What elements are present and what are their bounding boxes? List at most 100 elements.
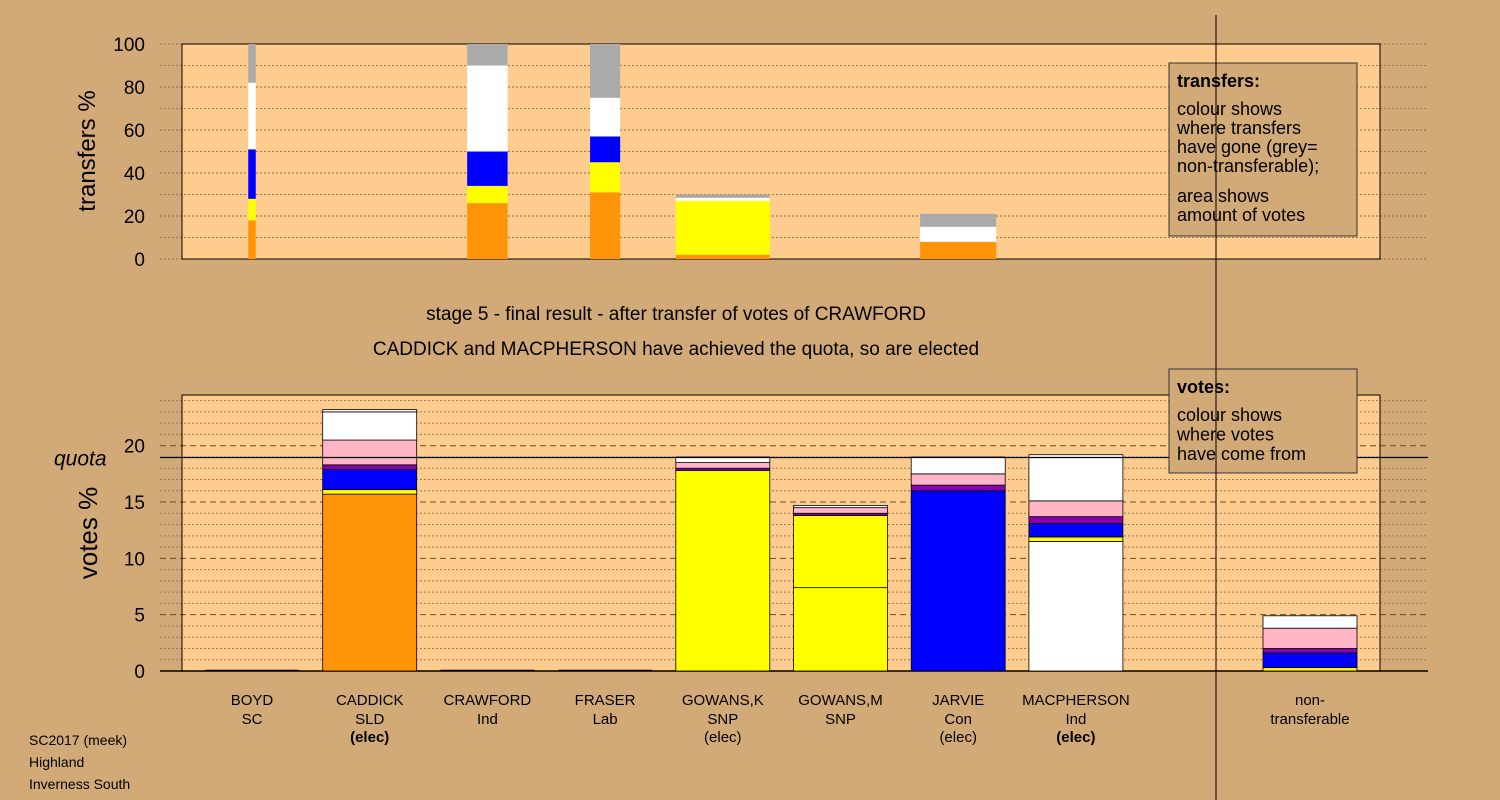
votes-bar-segment-1 [322, 439, 418, 466]
transfer-bar-segment-0 [248, 82, 256, 150]
votes-legend-line: have come from [1177, 444, 1306, 464]
transfers-tick-label: 80 [124, 78, 145, 99]
candidate-party-label: Ind [477, 711, 498, 728]
transfer-bar-segment-4 [920, 213, 997, 227]
candidate-name-label: CADDICK [336, 692, 404, 709]
candidate-name-label: MACPHERSON [1022, 692, 1130, 709]
transfer-bar-segment-1 [467, 185, 508, 204]
quota-label: quota [54, 448, 107, 471]
votes-bar-segment-5 [793, 507, 888, 514]
candidate-name-label: non- [1295, 692, 1325, 709]
candidate-party-label: SLD [355, 711, 384, 728]
footer-line-2: Highland [29, 754, 84, 770]
votes-legend-line: where votes [1176, 425, 1274, 445]
candidate-name-label: GOWANS,M [798, 692, 882, 709]
candidate-party-label: Lab [593, 711, 618, 728]
candidate-party-label: SC [242, 711, 263, 728]
votes-bar-segment-7 [1028, 541, 1124, 672]
stage-title: stage 5 - final result - after transfer … [426, 304, 926, 325]
candidate-name-label: JARVIE [932, 692, 984, 709]
candidate-party-label: Con [944, 711, 972, 728]
transfer-bar-segment-2 [590, 44, 621, 98]
votes-bar-segment-5 [793, 515, 888, 589]
candidate-name-label: FRASER [575, 692, 636, 709]
candidate-name-label: GOWANS,K [682, 692, 764, 709]
elected-note: CADDICK and MACPHERSON have achieved the… [373, 339, 979, 360]
transfers-chart: 0 20 40 60 80 100 transfers % transfers: colour … [74, 35, 1428, 271]
transfer-bar-segment-0 [248, 198, 256, 221]
votes-y-axis-label: votes % [73, 487, 103, 580]
transfers-plot-frame [181, 43, 1381, 260]
transfers-legend-line: amount of votes [1177, 205, 1305, 225]
candidate-party-label: transferable [1270, 711, 1349, 728]
transfers-tick-label: 60 [124, 121, 145, 142]
candidate-name-label: CRAWFORD [444, 692, 532, 709]
transfers-legend-title: transfers: [1177, 71, 1260, 91]
transfers-y-axis-label: transfers % [74, 90, 101, 211]
votes-bar-segment-1 [322, 464, 418, 470]
transfer-bar-segment-2 [590, 192, 621, 259]
transfers-tick-label: 40 [124, 164, 145, 185]
transfer-bar-segment-3 [675, 200, 770, 255]
transfer-bar-segment-1 [467, 203, 508, 259]
candidate-name-label: BOYD [231, 692, 274, 709]
votes-bar-segment-8 [1262, 652, 1358, 669]
transfer-bar-segment-2 [590, 97, 621, 137]
votes-bar-segment-1 [322, 468, 418, 491]
votes-bar-segment-5 [793, 587, 888, 672]
votes-tick-label: 5 [134, 606, 145, 627]
votes-bar-segment-6 [910, 490, 1006, 672]
transfer-bar-segment-1 [467, 44, 508, 66]
votes-bar-segment-6 [910, 456, 1006, 475]
votes-bar-segment-8 [1262, 667, 1358, 672]
votes-tick-label: 10 [124, 549, 145, 570]
transfer-bar-segment-2 [590, 136, 621, 163]
transfer-bar-segment-4 [920, 241, 997, 259]
votes-legend-title: votes: [1177, 377, 1230, 397]
votes-bar-segment-8 [1262, 648, 1358, 654]
transfers-legend-line: non-transferable); [1177, 156, 1319, 176]
votes-bar-segment-7 [1028, 536, 1124, 542]
transfer-bar-segment-0 [248, 149, 256, 199]
candidate-status-label: (elec) [350, 729, 389, 746]
votes-bar-segment-6 [910, 473, 1006, 486]
votes-bar-segment-7 [1028, 454, 1124, 502]
candidate-status-label: (elec) [939, 729, 977, 746]
votes-bar-segment-8 [1262, 615, 1358, 629]
transfer-bar-segment-2 [590, 162, 621, 193]
votes-legend-line: colour shows [1177, 405, 1282, 425]
candidate-party-label: SNP [707, 711, 738, 728]
transfers-legend-line: colour shows [1177, 99, 1282, 119]
votes-tick-label: 0 [134, 662, 145, 683]
votes-bar-segment-7 [1028, 523, 1124, 538]
votes-bar-segment-1 [322, 489, 418, 495]
votes-bar-segment-8 [1262, 627, 1358, 649]
votes-bar-segment-1 [322, 493, 418, 672]
footer-line-1: SC2017 (meek) [29, 732, 127, 748]
votes-bar-segment-7 [1028, 500, 1124, 518]
transfer-bar-segment-1 [467, 65, 508, 152]
transfer-bar-segment-3 [675, 254, 770, 259]
candidate-status-label: (elec) [704, 729, 742, 746]
votes-bar-segment-4 [675, 470, 771, 672]
votes-tick-label: 20 [124, 437, 145, 458]
votes-tick-label: 15 [124, 493, 145, 514]
transfer-bar-segment-0 [248, 220, 256, 259]
transfers-tick-label: 0 [134, 250, 145, 271]
transfer-bar-segment-0 [248, 44, 256, 83]
transfer-bar-segment-1 [467, 151, 508, 186]
transfers-legend-line: where transfers [1176, 118, 1301, 138]
transfers-legend-line: area shows [1177, 186, 1269, 206]
transfers-legend-line: have gone (grey= [1177, 137, 1318, 157]
transfer-bar-segment-3 [675, 194, 770, 198]
votes-legend-box [1168, 368, 1358, 474]
votes-bar-segment-5 [793, 504, 888, 509]
votes-bar-segment-4 [675, 462, 771, 469]
transfers-legend-box [1168, 62, 1358, 237]
votes-bar-segment-1 [322, 411, 418, 441]
candidate-status-label: (elec) [1056, 729, 1095, 746]
